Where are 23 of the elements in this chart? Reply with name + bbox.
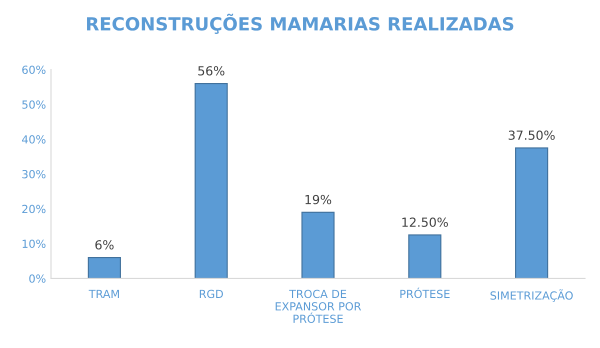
data-label: 6% [95, 240, 114, 250]
data-label: 19% [305, 194, 332, 204]
x-tick-label: TRAM [88, 290, 119, 298]
x-tick-label: PRÓTESE [400, 288, 450, 298]
y-tick-label: 20% [22, 204, 46, 214]
data-label: 56% [198, 66, 224, 76]
y-tick-label: 60% [22, 66, 46, 74]
y-tick-label: 10% [22, 240, 46, 248]
x-tick-label: SIMETRIZAÇÃO [490, 289, 573, 302]
bar [408, 234, 442, 278]
chart-title: RECONSTRUÇÕES MAMARIAS REALIZADAS [87, 14, 514, 34]
x-tick-label: TROCA DE EXPANSOR POR PRÓTESE [276, 290, 362, 323]
y-tick-label: 30% [22, 170, 46, 178]
bar [194, 82, 228, 278]
y-tick-label: 50% [22, 100, 46, 109]
data-label: 37.50% [508, 130, 555, 140]
x-tick-label: RGD [200, 290, 223, 298]
bar [301, 212, 335, 278]
y-tick-label: 0% [29, 274, 46, 283]
data-label: 12.50% [402, 217, 448, 227]
y-tick-label: 40% [22, 135, 46, 144]
bar [88, 256, 121, 278]
bar [515, 147, 548, 278]
